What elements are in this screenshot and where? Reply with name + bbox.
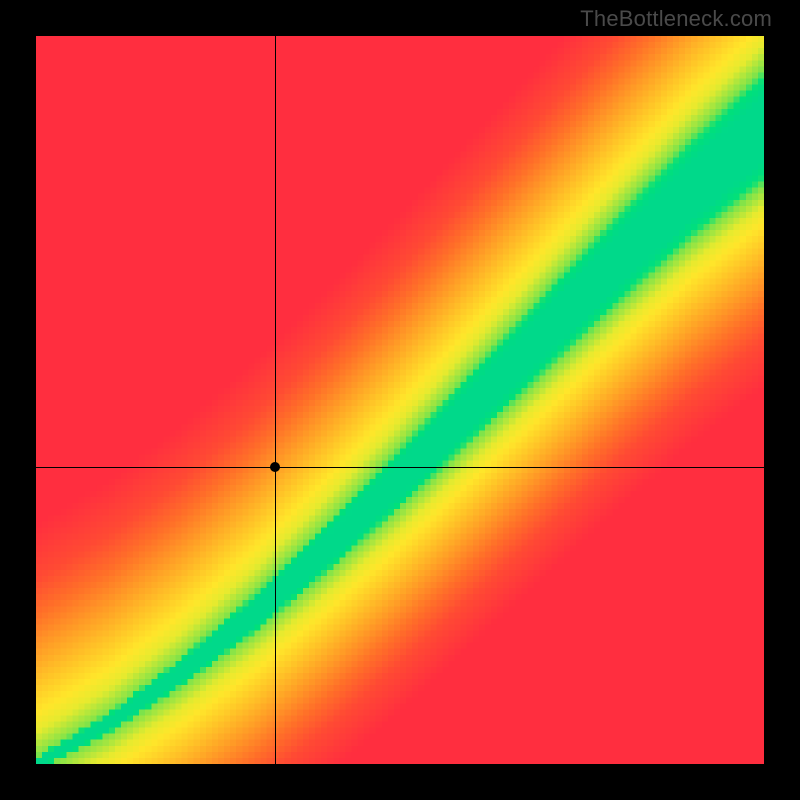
chart-root: TheBottleneck.com: [0, 0, 800, 800]
plot-area: [36, 36, 764, 764]
watermark-text: TheBottleneck.com: [580, 6, 772, 32]
heatmap-canvas: [36, 36, 764, 764]
